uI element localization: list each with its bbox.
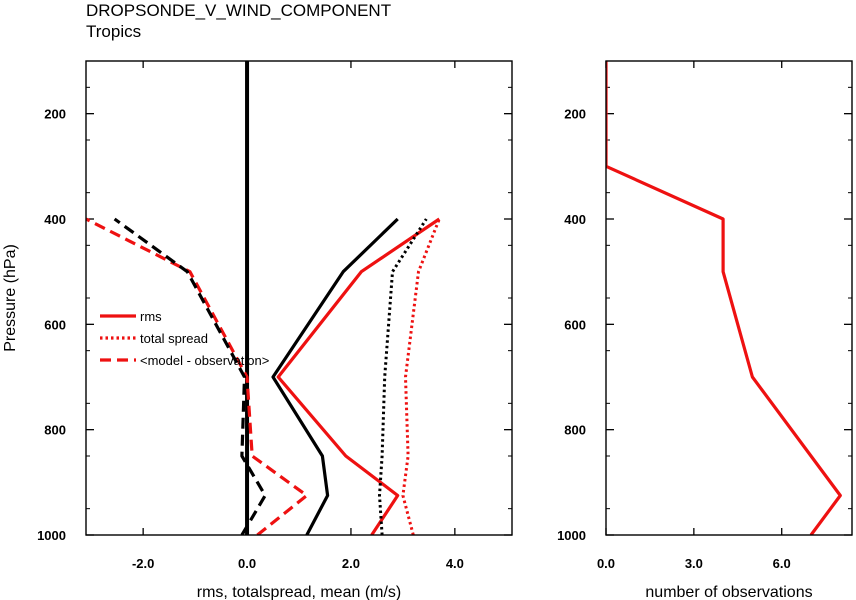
right-x-axis-label: number of observations (645, 584, 812, 600)
left-xtick-label: -2.0 (132, 556, 154, 571)
right-series-line-red-solid (606, 61, 842, 535)
left-y-axis-label: Pressure (hPa) (2, 244, 19, 352)
left-series-line-red-solid (276, 217, 441, 535)
left-xtick-label: 4.0 (446, 556, 464, 571)
right-xtick-label: 3.0 (685, 556, 703, 571)
right-ytick-label: 400 (564, 212, 586, 227)
right-ytick-label: 800 (564, 423, 586, 438)
left-xtick-label: 0.0 (238, 556, 256, 571)
left-ytick-label: 800 (44, 423, 66, 438)
left-series-line-black-solid (271, 217, 399, 535)
left-ytick-label: 200 (44, 107, 66, 122)
left-series-line-black-dashed (113, 217, 267, 535)
right-ytick-label: 200 (564, 107, 586, 122)
left-plot-frame (85, 60, 513, 536)
chart-title: DROPSONDE_V_WIND_COMPONENT (86, 1, 391, 20)
right-xtick-label: 0.0 (597, 556, 615, 571)
right-ytick-label: 1000 (557, 528, 586, 543)
legend-label-solid: rms (140, 309, 162, 324)
right-xtick-label: 6.0 (773, 556, 791, 571)
left-series-line-red-dotted (401, 218, 441, 535)
right-plot-frame (605, 60, 853, 536)
legend-label-dashed: <model - observation> (140, 353, 269, 368)
left-x-axis-label: rms, totalspread, mean (m/s) (197, 584, 402, 600)
left-ytick-label: 1000 (37, 528, 66, 543)
chart-subtitle: Tropics (86, 22, 141, 41)
left-ytick-label: 400 (44, 212, 66, 227)
left-panel: -2.0 0.0 2.0 4.0 200 400 600 800 1000 rms, totals… (2, 60, 513, 600)
left-ytick-label: 600 (44, 317, 66, 332)
legend-label-dotted: total spread (140, 331, 208, 346)
left-xtick-label: 2.0 (342, 556, 360, 571)
right-panel: 0.0 3.0 6.0 200 400 600 800 1000 number of obser… (557, 60, 853, 600)
right-ytick-label: 600 (564, 317, 586, 332)
